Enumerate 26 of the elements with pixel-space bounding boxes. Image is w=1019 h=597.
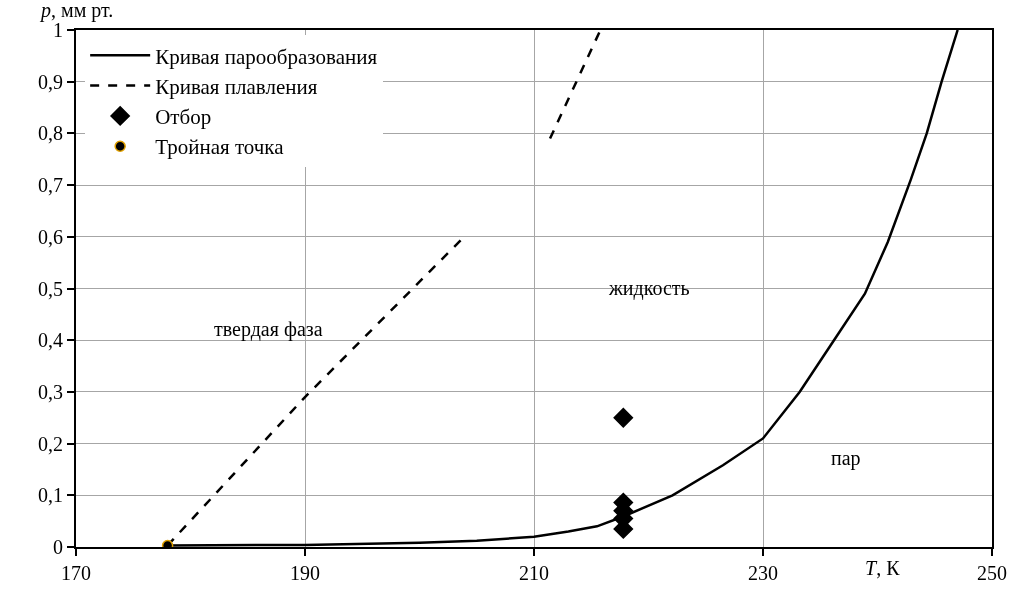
y-tick-label: 0,2: [38, 432, 63, 455]
x-tick-label: 170: [61, 562, 91, 584]
y-tick-label: 1: [53, 19, 63, 41]
y-tick-label: 0,6: [38, 225, 63, 248]
y-axis-title: p, мм рт.: [39, 0, 114, 22]
y-tick-label: 0,3: [38, 380, 63, 403]
x-tick-label: 250: [977, 562, 1007, 584]
y-tick-label: 0,5: [38, 277, 63, 300]
annotation: жидкость: [608, 277, 690, 300]
y-tick-label: 0,4: [38, 329, 63, 352]
y-tick-label: 0,7: [38, 174, 63, 197]
legend-label: Отбор: [155, 105, 212, 130]
legend-label: Кривая плавления: [155, 74, 318, 99]
annotation: пар: [831, 447, 861, 470]
y-tick-label: 0,8: [38, 122, 63, 145]
y-tick-label: 0: [53, 536, 63, 558]
annotation: твердая фаза: [214, 318, 323, 341]
x-axis-title: T, К: [865, 557, 901, 579]
legend-label: Тройная точка: [155, 135, 285, 160]
x-tick-label: 190: [290, 562, 320, 584]
y-tick-label: 0,9: [38, 70, 63, 93]
x-tick-label: 210: [519, 562, 549, 584]
point: [613, 407, 634, 428]
y-tick-label: 0,1: [38, 484, 63, 507]
x-tick-label: 230: [748, 562, 778, 584]
legend-label: Кривая парообразования: [155, 44, 378, 69]
